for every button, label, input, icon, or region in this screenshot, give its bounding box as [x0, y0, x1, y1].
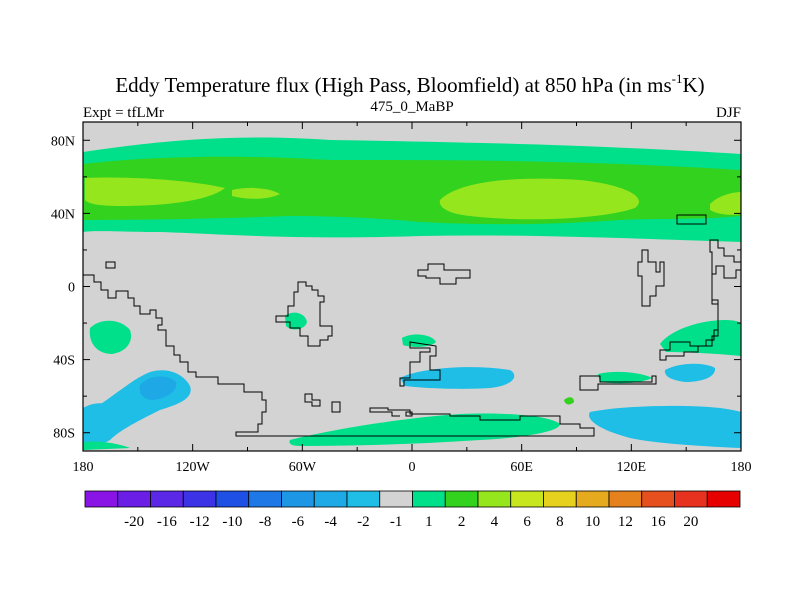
colorbar-swatch-1 [117, 490, 151, 508]
sh-cell-neg-indian [400, 367, 515, 389]
x-tick-label: 0 [409, 460, 416, 475]
x-tick-label: 180 [731, 460, 752, 475]
sh-cell-pos-antarctic [289, 413, 560, 446]
sh-cell-neg-southern-ocean-edge [83, 403, 106, 431]
colorbar-label: -10 [222, 514, 242, 530]
colorbar-swatch-14 [543, 490, 577, 508]
sh-cell-neg-southpac-inner [139, 376, 177, 400]
colorbar-label: 12 [618, 514, 633, 530]
colorbar-swatch-10 [412, 490, 446, 508]
coastline-island [331, 401, 341, 413]
axis-ticks [82, 122, 742, 451]
colorbar-swatch-17 [641, 490, 675, 508]
nh-band-4-to-6-pacific [85, 177, 225, 206]
sh-cell-pos-southpac-w [89, 320, 132, 354]
chart-title-main: Eddy Temperature flux (High Pass, Bloomf… [115, 73, 671, 97]
coastline-antarctic-e [399, 341, 441, 387]
y-tick-label: 0 [68, 281, 75, 296]
colorbar-label: 4 [491, 514, 499, 530]
nh-band-4-to-6-eastpac [710, 192, 741, 215]
coastline-east-asia [637, 249, 665, 307]
y-tick-label: 80S [53, 427, 75, 442]
colorbar-label: 8 [556, 514, 564, 530]
map-plot [82, 121, 742, 452]
x-tick-label: 180 [73, 460, 94, 475]
subtitle-right: DJF [716, 105, 741, 121]
colorbar-label: 2 [458, 514, 466, 530]
colorbar-label: 1 [425, 514, 433, 530]
colorbar-labels: -20 -16 -12 -10 -8 -6 -4 -2 -1 1 2 4 6 8 10 12 16 20 [124, 514, 698, 530]
colorbar-label: -2 [357, 514, 370, 530]
colorbar-swatch-11 [444, 490, 479, 508]
sh-cell-neg-eastindian [664, 363, 716, 382]
axis-labels: 180 120W 60W 0 60E 120E 180 80N 40N 0 40S 80S [51, 134, 752, 475]
colorbar-swatch-15 [575, 490, 610, 508]
colorbar-label: -6 [292, 514, 305, 530]
colorbar-swatch-5 [248, 490, 282, 508]
subtitle-left: Expt = tfLMr [83, 105, 164, 121]
x-tick-label: 120E [617, 460, 647, 475]
colorbar-label: 16 [651, 514, 667, 530]
coastline-nh-box [676, 214, 707, 225]
x-tick-label: 60E [510, 460, 533, 475]
sh-cell-pos-indian-s [598, 371, 652, 384]
colorbar-swatch-0 [84, 490, 119, 508]
colorbar-label: -16 [157, 514, 177, 530]
filled-contours [83, 137, 741, 450]
coastline-africa [417, 263, 471, 285]
colorbar-swatch-6 [281, 490, 315, 508]
colorbar-swatch-18 [674, 490, 708, 508]
colorbar-label: 6 [523, 514, 531, 530]
y-tick-label: 40N [51, 207, 75, 222]
chart-title-unit: K) [682, 73, 704, 97]
colorbar-swatch-13 [510, 490, 544, 508]
colorbar-swatch-8 [346, 490, 381, 508]
colorbar-label: 20 [683, 514, 698, 530]
colorbar-swatch-16 [608, 490, 643, 508]
chart-title-exponent: -1 [672, 71, 683, 86]
colorbar-swatch-2 [150, 490, 184, 508]
colorbar-swatch-3 [182, 490, 217, 508]
coastline-small-isle [405, 411, 413, 417]
x-tick-label: 60W [289, 460, 317, 475]
colorbar-swatch-12 [477, 490, 512, 508]
coastline-small-box [105, 261, 116, 269]
sh-cell-pos-small [564, 397, 574, 405]
colorbar-label: -12 [190, 514, 210, 530]
sh-cell-neg-southern-ocean [589, 405, 741, 448]
coastline-west [83, 274, 595, 437]
coastline-nz [304, 393, 321, 407]
colorbar-label: -20 [124, 514, 144, 530]
colorbar-label: 10 [585, 514, 600, 530]
colorbar-swatch-4 [215, 490, 250, 508]
colorbar-swatch-19 [706, 490, 741, 508]
coastline-samerica [275, 281, 333, 347]
sh-cell-pos-australia [660, 320, 741, 356]
coastlines [83, 214, 742, 437]
sh-cell-pos-southern-edge [83, 441, 130, 450]
colorbar-label: -4 [324, 514, 337, 530]
colorbar-swatch-7 [313, 490, 348, 508]
nh-band-2-to-4-atlantic-bump [232, 187, 280, 199]
colorbar-label: -1 [390, 514, 403, 530]
coastline-east-ant [579, 375, 657, 391]
colorbar [84, 490, 741, 508]
subtitle-center: 475_0_MaBP [370, 99, 453, 115]
y-tick-label: 80N [51, 134, 75, 149]
colorbar-swatch-9 [379, 490, 413, 508]
colorbar-label: -8 [259, 514, 272, 530]
y-tick-label: 40S [53, 354, 75, 369]
chart-title: Eddy Temperature flux (High Pass, Bloomf… [115, 71, 704, 97]
nh-band-4-to-6-asia [439, 178, 639, 220]
x-tick-label: 120W [176, 460, 211, 475]
